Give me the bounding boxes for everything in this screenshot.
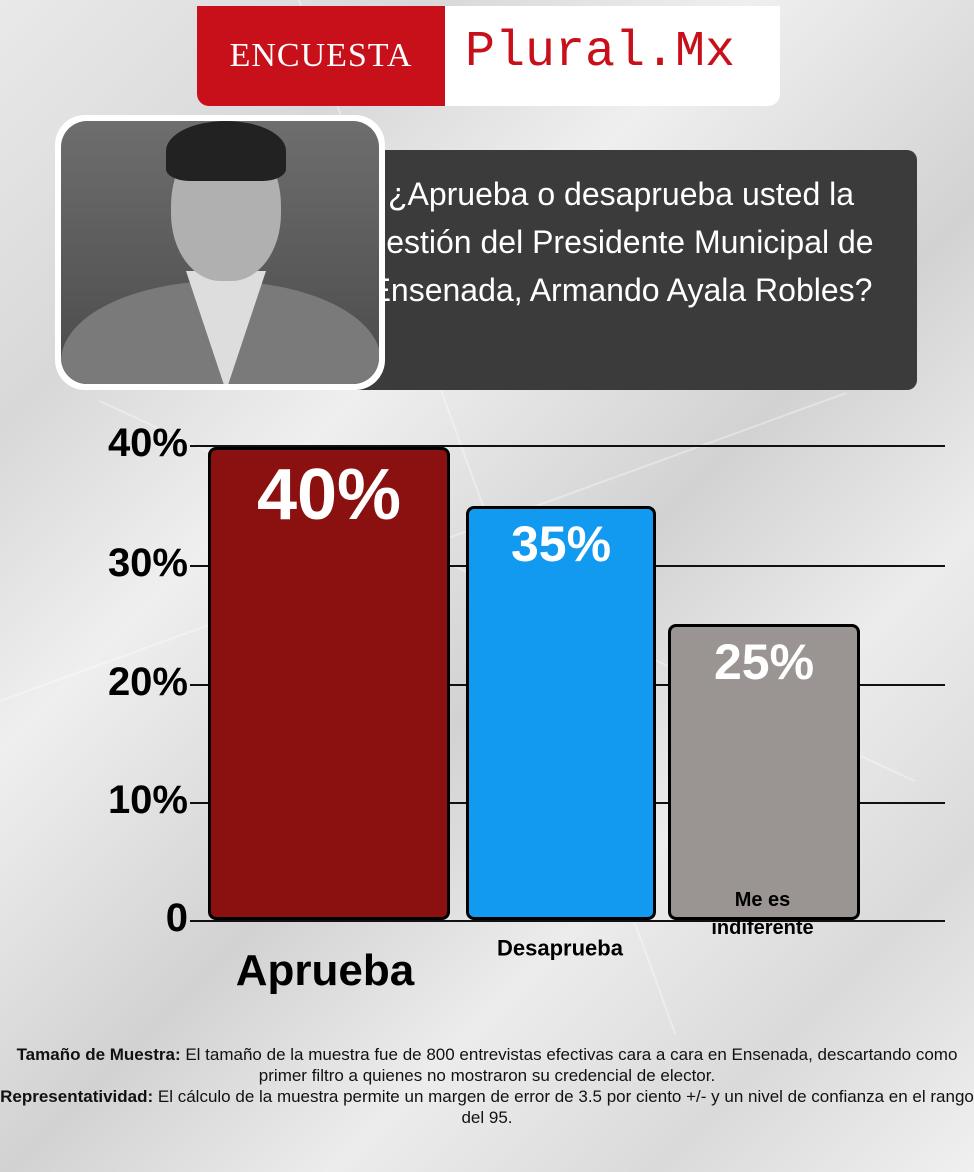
sample-label: Tamaño de Muestra: xyxy=(16,1045,181,1064)
gridline xyxy=(190,445,945,447)
y-tick-label: 30% xyxy=(107,541,188,586)
question-text: ¿Aprueba o desaprueba usted la gestión d… xyxy=(368,176,874,308)
brand-logo: ENCUESTA Plural.Mx xyxy=(197,6,780,106)
data-label: 40% xyxy=(256,455,402,535)
category-label: Aprueba xyxy=(235,946,415,996)
bar-aprueba: 40% xyxy=(208,447,450,920)
y-tick-label: 40% xyxy=(107,421,188,465)
data-label: 35% xyxy=(510,516,612,573)
bar-desaprueba: 35% xyxy=(466,506,656,920)
methodology-notes: Tamaño de Muestra: El tamaño de la muest… xyxy=(0,1044,974,1128)
category-label: Me es indiferente xyxy=(711,888,814,939)
data-label: 25% xyxy=(713,634,815,691)
brand-name: Plural.Mx xyxy=(465,24,736,81)
politician-photo xyxy=(55,115,385,390)
category-label: Desaprueba xyxy=(497,935,623,961)
bar-chart: 0 10% 20% 30% 40% 40% Aprueba 35% Desaprueba 25% M… xyxy=(107,421,945,996)
y-tick-label: 0 xyxy=(165,896,188,940)
y-tick-label: 20% xyxy=(107,659,188,704)
sample-text: El tamaño de la muestra fue de 800 entre… xyxy=(180,1045,958,1085)
gridline xyxy=(190,920,945,922)
y-tick-label: 10% xyxy=(107,777,188,822)
rep-label: Representatividad: xyxy=(0,1087,154,1106)
question-box: ¿Aprueba o desaprueba usted la gestión d… xyxy=(285,150,917,390)
rep-text: El cálculo de la muestra permite un marg… xyxy=(153,1087,974,1127)
brand-label: ENCUESTA xyxy=(197,6,445,106)
bar-me-es-indiferente: 25% xyxy=(668,624,860,920)
